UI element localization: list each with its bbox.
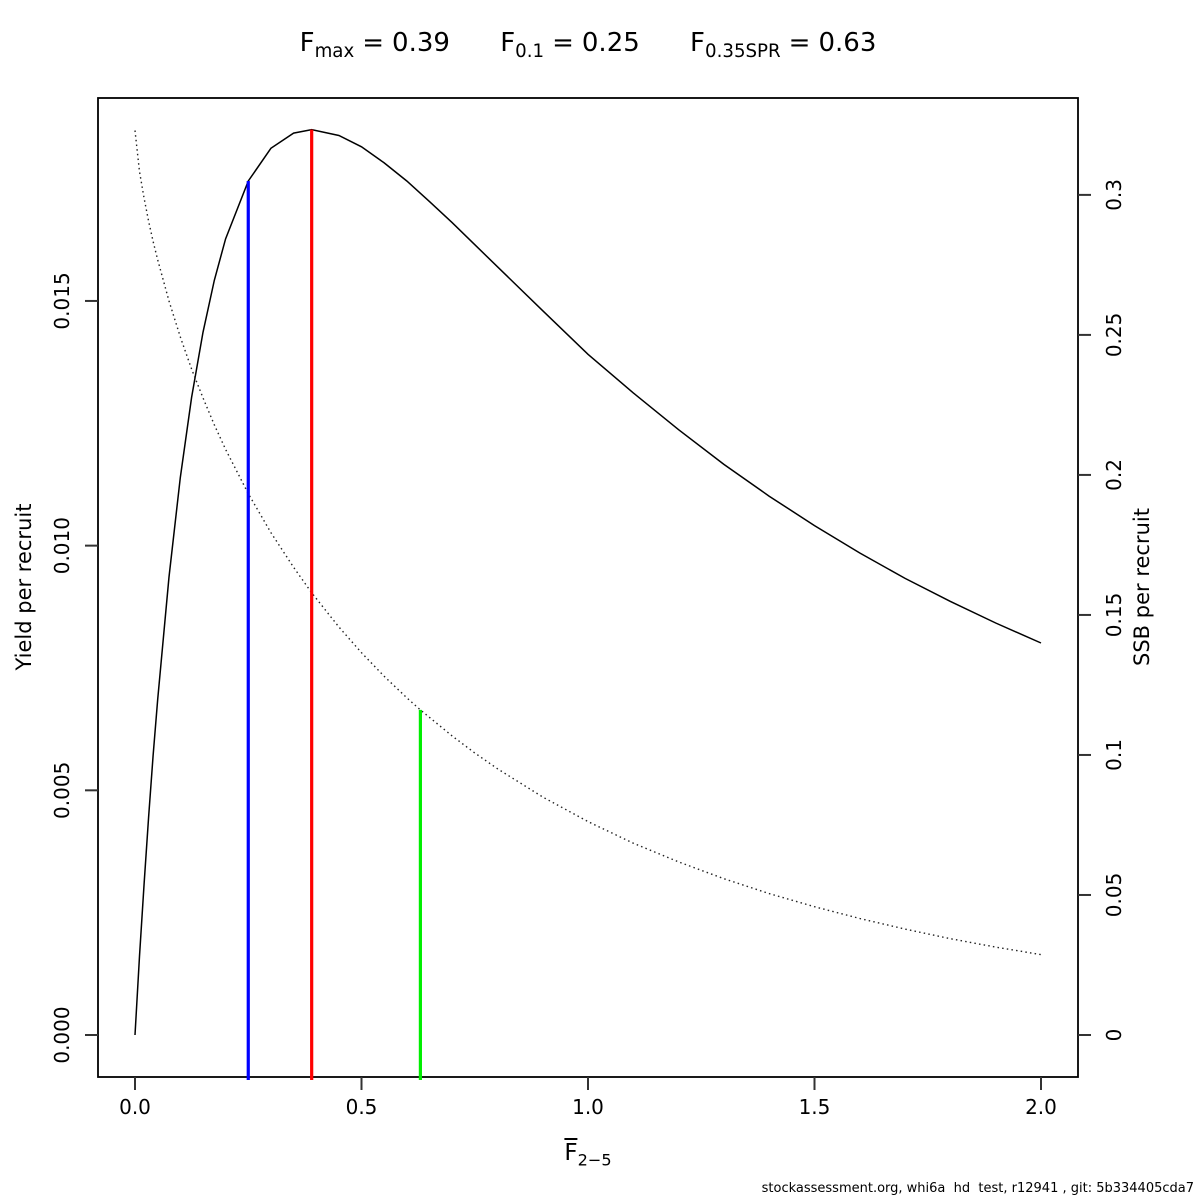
footer-credit: stockassessment.org, whi6a hd test, r129… bbox=[761, 1181, 1194, 1196]
y-left-tick-label: 0.010 bbox=[50, 517, 74, 574]
yield-per-recruit-curve bbox=[134, 128, 1042, 1036]
reference-lines bbox=[246, 129, 422, 1080]
x-tick-label: 0.0 bbox=[119, 1095, 151, 1119]
x-axis-ticks: 0.0 0.5 1.0 1.5 2.0 bbox=[119, 1077, 1057, 1119]
y-right-tick-label: 0.05 bbox=[1102, 873, 1126, 918]
y-axis-left-title: Yield per recruit bbox=[12, 504, 36, 672]
page-title: Fmax = 0.39 F0.1 = 0.25 F0.35SPR = 0.63 bbox=[98, 26, 1078, 69]
x-axis-label: F2−5 bbox=[564, 1138, 612, 1170]
y-right-tick-label: 0.25 bbox=[1102, 313, 1126, 358]
x-tick-label: 1.0 bbox=[572, 1095, 604, 1119]
y-left-tick-label: 0.005 bbox=[50, 762, 74, 819]
y-right-tick-label: 0.2 bbox=[1102, 459, 1126, 491]
title-term-fmax: Fmax = 0.39 bbox=[299, 28, 450, 63]
title-term-f01: F0.1 = 0.25 bbox=[500, 28, 640, 63]
y-axis-right-title: SSB per recruit bbox=[1130, 508, 1154, 666]
y-right-tick-label: 0.1 bbox=[1102, 739, 1126, 771]
plot-border bbox=[97, 97, 1079, 1078]
y-right-tick-label: 0 bbox=[1102, 1029, 1126, 1042]
x-tick-label: 0.5 bbox=[346, 1095, 378, 1119]
y-axis-left-ticks: 0.000 0.005 0.010 0.015 bbox=[50, 272, 98, 1064]
x-tick-label: 2.0 bbox=[1025, 1095, 1057, 1119]
curves bbox=[134, 128, 1042, 1036]
y-left-tick-label: 0.015 bbox=[50, 272, 74, 329]
y-axis-right-ticks: 0 0.05 0.1 0.15 0.2 0.25 0.3 bbox=[1078, 179, 1126, 1041]
ssb-per-recruit-curve bbox=[134, 130, 1042, 956]
y-left-tick-label: 0.000 bbox=[50, 1006, 74, 1063]
x-tick-label: 1.5 bbox=[799, 1095, 831, 1119]
title-term-f035spr: F0.35SPR = 0.63 bbox=[690, 28, 877, 63]
y-right-tick-label: 0.15 bbox=[1102, 593, 1126, 638]
y-right-tick-label: 0.3 bbox=[1102, 179, 1126, 211]
